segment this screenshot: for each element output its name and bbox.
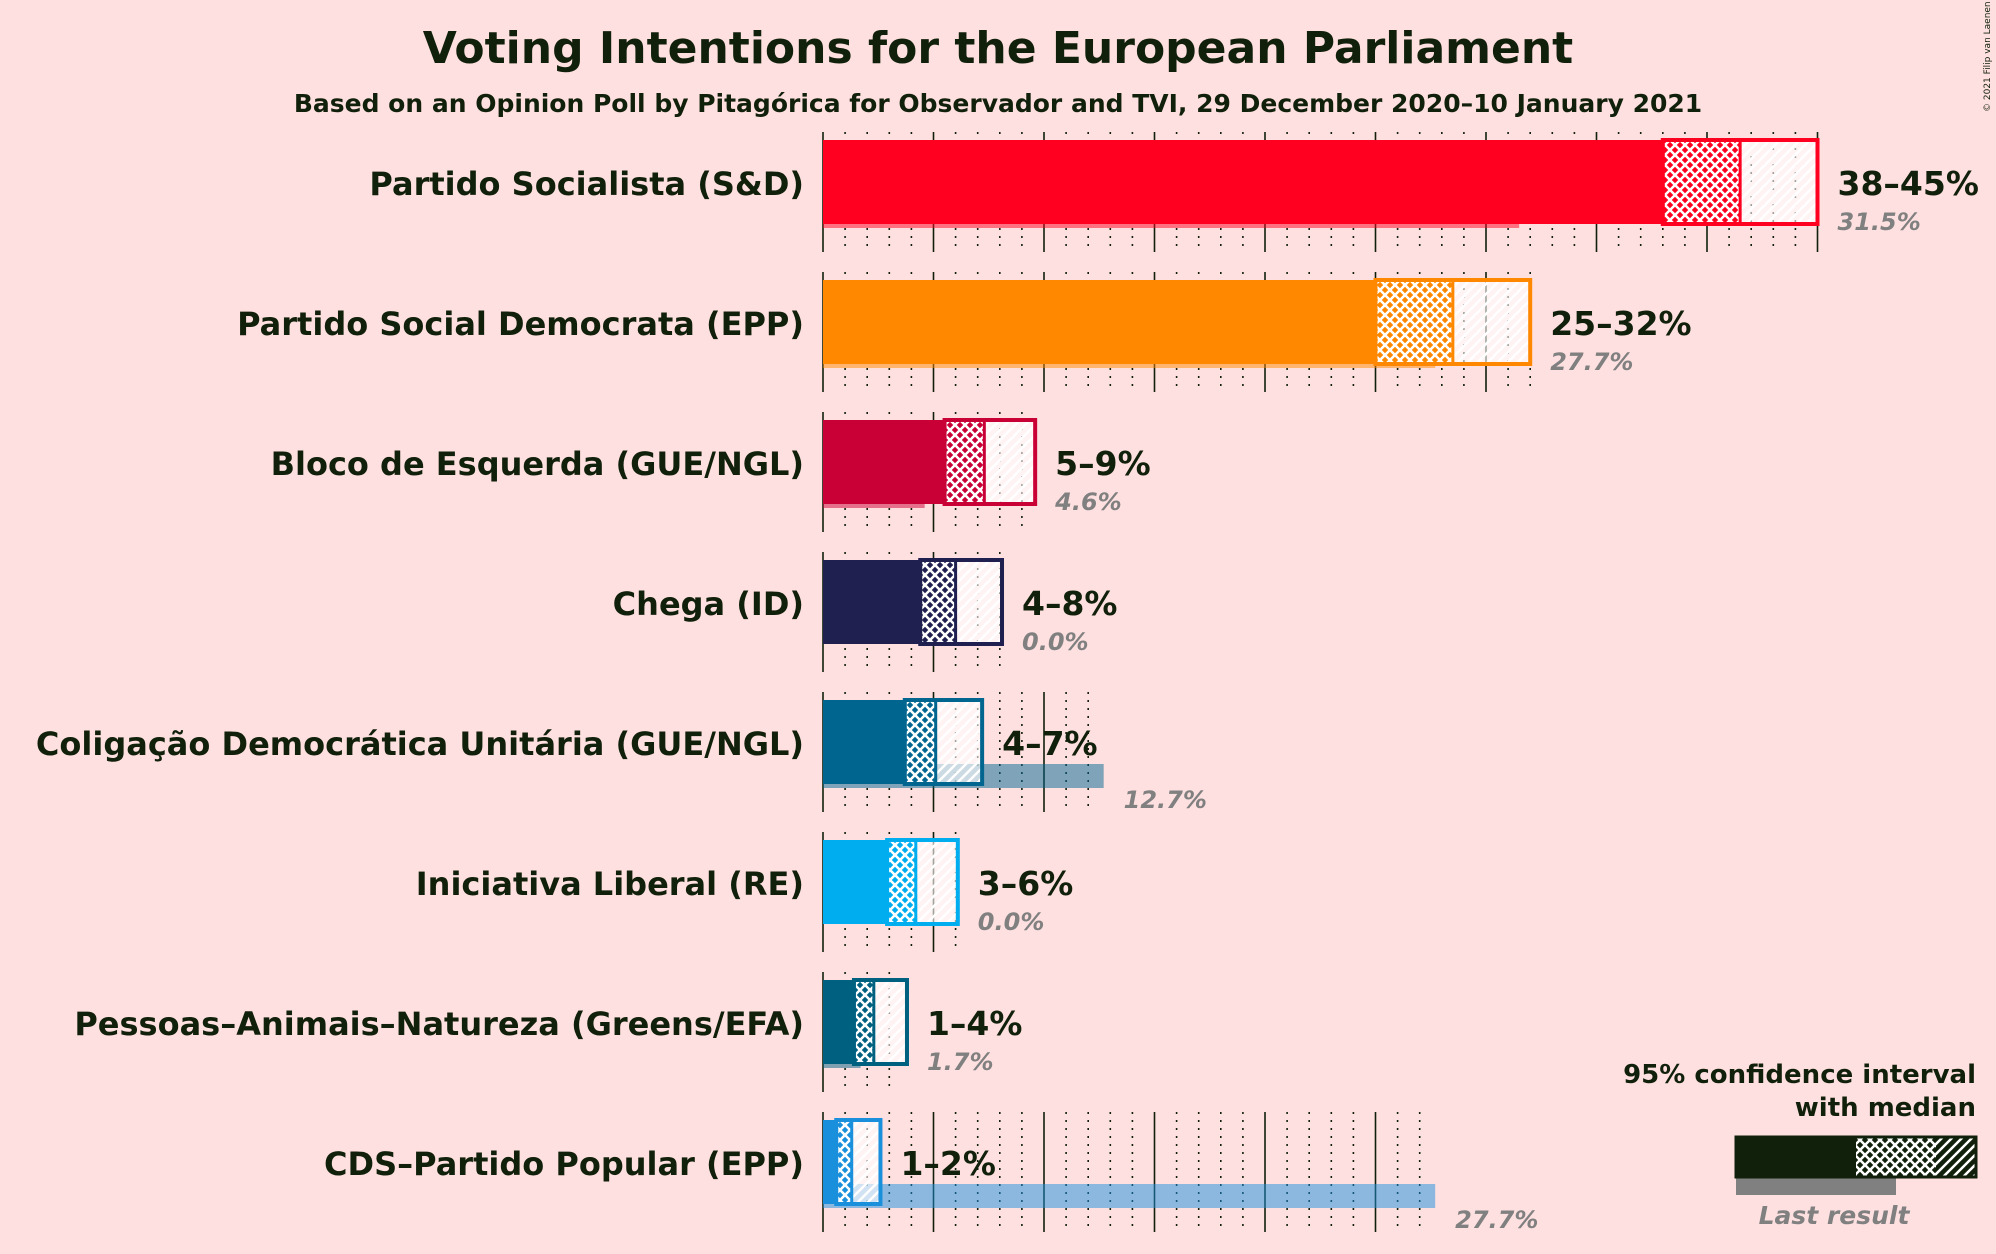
- ci-solid-bar: [823, 280, 1376, 364]
- ci-solid-bar: [823, 840, 888, 924]
- legend-ci-solid: [1736, 1137, 1856, 1177]
- ci-outline: [918, 558, 1005, 646]
- party-label: Partido Social Democrata (EPP): [237, 305, 804, 343]
- last-result-bar: [823, 1184, 1436, 1208]
- legend-ci-label-line2: with median: [1795, 1093, 1976, 1123]
- ci-upper-pattern: [915, 840, 958, 924]
- ci-solid-bar: [823, 1120, 837, 1204]
- legend-ci-label-line1: 95% confidence interval: [1623, 1060, 1976, 1090]
- ci-lower-pattern: [1662, 140, 1741, 224]
- ci-solid-bar: [823, 560, 921, 644]
- legend-ci-cross-pattern: [1856, 1137, 1936, 1177]
- legend-ci-outline: [1734, 1135, 1978, 1179]
- last-result-label: 4.6%: [1054, 488, 1122, 516]
- ci-lower-pattern: [920, 560, 956, 644]
- party-label: Chega (ID): [613, 585, 804, 623]
- party-label: Coligação Democrática Unitária (GUE/NGL): [36, 725, 804, 763]
- ci-lower-pattern: [887, 840, 916, 924]
- ci-outline: [902, 698, 985, 786]
- range-label: 4–8%: [1022, 584, 1118, 623]
- bars: Partido Socialista (S&D) 38–45% 31.5% Parti…: [36, 138, 1979, 1234]
- ci-solid-bar: [823, 140, 1663, 224]
- ci-solid-bar: [823, 980, 854, 1064]
- chart-subtitle: Based on an Opinion Poll by Pitagórica f…: [294, 89, 1702, 118]
- party-label: Bloco de Esquerda (GUE/NGL): [271, 445, 804, 483]
- range-label: 1–4%: [927, 1004, 1023, 1043]
- ci-lower-pattern: [1375, 280, 1453, 364]
- ci-upper-pattern: [955, 560, 1003, 644]
- last-result-label: 0.0%: [978, 908, 1045, 936]
- ci-lower-pattern: [904, 700, 936, 784]
- ci-lower-pattern: [853, 980, 874, 1064]
- ci-outline: [851, 978, 909, 1066]
- range-label: 38–45%: [1838, 164, 1979, 203]
- copyright: © 2021 Filip van Laenen: [1983, 1, 1993, 112]
- party-label: Iniciativa Liberal (RE): [416, 865, 804, 903]
- ci-outline: [942, 418, 1038, 506]
- ci-lower-pattern: [944, 420, 985, 504]
- last-result-label: 0.0%: [1022, 628, 1089, 656]
- ci-outline: [885, 838, 960, 926]
- ci-upper-pattern: [984, 420, 1036, 504]
- ci-solid-bar: [823, 420, 945, 504]
- ci-upper-pattern: [851, 1120, 881, 1204]
- party-label: Partido Socialista (S&D): [369, 165, 804, 203]
- ci-upper-pattern: [1740, 140, 1818, 224]
- last-result-label: 27.7%: [1550, 348, 1633, 376]
- ci-outline: [1660, 138, 1820, 226]
- ci-outline: [1373, 278, 1533, 366]
- last-result-label: 31.5%: [1838, 208, 1921, 236]
- ci-solid-bar: [823, 700, 905, 784]
- ci-lower-pattern: [836, 1120, 852, 1204]
- range-label: 1–2%: [900, 1144, 996, 1183]
- legend: 95% confidence interval with median Last…: [1623, 1060, 1978, 1230]
- last-result-label: 27.7%: [1455, 1206, 1538, 1234]
- chart-title: Voting Intentions for the European Parli…: [423, 23, 1573, 74]
- last-result-label: 12.7%: [1124, 786, 1207, 814]
- ci-upper-pattern: [935, 700, 983, 784]
- last-result-label: 1.7%: [927, 1048, 994, 1076]
- party-label: Pessoas–Animais–Natureza (Greens/EFA): [74, 1005, 804, 1043]
- party-label: CDS–Partido Popular (EPP): [324, 1145, 804, 1183]
- range-label: 3–6%: [978, 864, 1074, 903]
- ci-outline: [834, 1118, 883, 1206]
- ci-upper-pattern: [1452, 280, 1531, 364]
- range-label: 25–32%: [1550, 304, 1691, 343]
- legend-last-result-label: Last result: [1759, 1201, 1911, 1230]
- ci-upper-pattern: [873, 980, 907, 1064]
- range-label: 4–7%: [1002, 724, 1098, 763]
- range-label: 5–9%: [1055, 444, 1151, 483]
- legend-ci-hatch-pattern: [1936, 1137, 1976, 1177]
